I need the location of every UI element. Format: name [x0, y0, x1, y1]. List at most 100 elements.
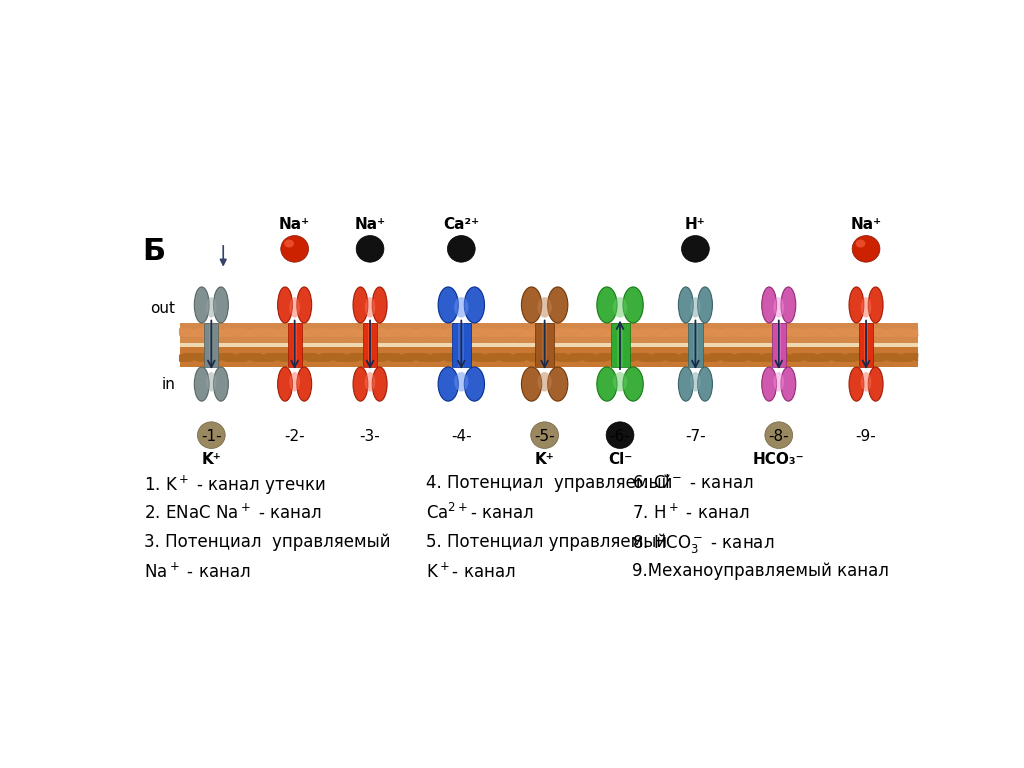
Bar [179, 343, 918, 346]
Text: Ca$^{2+}$- канал: Ca$^{2+}$- канал [426, 503, 534, 523]
Text: Na$^+$ - канал: Na$^+$ - канал [143, 562, 251, 581]
Ellipse shape [868, 367, 883, 401]
Text: out: out [151, 300, 176, 316]
Ellipse shape [297, 287, 311, 323]
Ellipse shape [214, 367, 228, 401]
Bar [610, 323, 630, 367]
Text: Б: Б [142, 237, 166, 266]
Ellipse shape [278, 287, 293, 323]
Bar [617, 323, 623, 367]
Ellipse shape [365, 372, 375, 392]
Text: Ca²⁺: Ca²⁺ [443, 217, 479, 232]
Ellipse shape [682, 236, 710, 262]
Text: in: in [162, 377, 176, 392]
Ellipse shape [290, 372, 300, 392]
Bar [772, 323, 785, 367]
Ellipse shape [447, 236, 475, 262]
Ellipse shape [281, 236, 308, 262]
Ellipse shape [861, 372, 871, 392]
Ellipse shape [773, 372, 784, 392]
Ellipse shape [373, 367, 387, 401]
Ellipse shape [206, 372, 216, 392]
Text: 1. K$^+$ - канал утечки: 1. K$^+$ - канал утечки [143, 474, 326, 497]
Bar [362, 323, 377, 367]
Ellipse shape [852, 236, 880, 262]
Ellipse shape [548, 367, 568, 401]
Text: 8. HCO$_3^-$ - канал: 8. HCO$_3^-$ - канал [632, 533, 774, 554]
Ellipse shape [538, 372, 552, 392]
Bar [859, 323, 873, 367]
Text: HCO₃⁻: HCO₃⁻ [753, 452, 805, 468]
Ellipse shape [773, 297, 784, 318]
Ellipse shape [868, 287, 883, 323]
Text: 6. Cl$^-$ - канал: 6. Cl$^-$ - канал [632, 474, 754, 492]
Ellipse shape [464, 367, 484, 401]
Bar [179, 323, 918, 345]
Ellipse shape [781, 287, 796, 323]
Text: Na⁺: Na⁺ [851, 217, 882, 232]
Bar [776, 323, 781, 367]
Ellipse shape [464, 287, 484, 323]
Bar [452, 323, 471, 367]
Ellipse shape [438, 287, 459, 323]
Ellipse shape [856, 240, 865, 247]
Ellipse shape [690, 297, 700, 318]
Ellipse shape [690, 372, 700, 392]
Text: -2-: -2- [285, 429, 305, 444]
Ellipse shape [353, 367, 368, 401]
Ellipse shape [195, 287, 209, 323]
Ellipse shape [613, 372, 627, 392]
Text: 7. H$^+$ - канал: 7. H$^+$ - канал [632, 503, 750, 522]
Ellipse shape [214, 287, 228, 323]
Text: Cl⁻: Cl⁻ [608, 452, 632, 468]
Ellipse shape [455, 297, 468, 318]
Ellipse shape [849, 367, 864, 401]
Bar [288, 323, 302, 367]
Ellipse shape [679, 367, 693, 401]
Ellipse shape [623, 287, 643, 323]
Text: -9-: -9- [856, 429, 877, 444]
Ellipse shape [679, 287, 693, 323]
Bar [693, 323, 697, 367]
Ellipse shape [697, 287, 713, 323]
Ellipse shape [365, 297, 375, 318]
Text: 9.Механоуправляемый канал: 9.Механоуправляемый канал [632, 562, 889, 581]
Ellipse shape [623, 367, 643, 401]
Text: K⁺: K⁺ [202, 452, 221, 468]
Text: -7-: -7- [685, 429, 706, 444]
Ellipse shape [206, 297, 216, 318]
Ellipse shape [861, 297, 871, 318]
Bar [368, 323, 372, 367]
Text: -6-: -6- [609, 429, 631, 444]
Text: 5. Потенциал управляемый: 5. Потенциал управляемый [426, 533, 667, 551]
Ellipse shape [353, 287, 368, 323]
Bar [459, 323, 464, 367]
Text: -8-: -8- [768, 429, 790, 444]
Ellipse shape [697, 367, 713, 401]
Text: -4-: -4- [451, 429, 472, 444]
Bar [864, 323, 868, 367]
Ellipse shape [849, 287, 864, 323]
Ellipse shape [781, 367, 796, 401]
Ellipse shape [530, 422, 558, 449]
Bar [209, 323, 213, 367]
Text: K$^+$- канал: K$^+$- канал [426, 562, 515, 581]
Ellipse shape [762, 367, 776, 401]
Bar [179, 345, 918, 367]
Ellipse shape [521, 287, 542, 323]
Ellipse shape [548, 287, 568, 323]
Text: -5-: -5- [535, 429, 555, 444]
Bar [204, 323, 218, 367]
Ellipse shape [198, 422, 225, 449]
Text: 3. Потенциал  управляемый: 3. Потенциал управляемый [143, 533, 390, 551]
Ellipse shape [597, 367, 617, 401]
Text: 4. Потенциал  управляемый: 4. Потенциал управляемый [426, 474, 672, 492]
Ellipse shape [765, 422, 793, 449]
Text: 2. ENaC Na$^+$ - канал: 2. ENaC Na$^+$ - канал [143, 503, 322, 522]
Text: -1-: -1- [201, 429, 221, 444]
Ellipse shape [285, 240, 294, 247]
Ellipse shape [613, 297, 627, 318]
Text: H⁺: H⁺ [685, 217, 706, 232]
Ellipse shape [606, 422, 634, 449]
Ellipse shape [290, 297, 300, 318]
